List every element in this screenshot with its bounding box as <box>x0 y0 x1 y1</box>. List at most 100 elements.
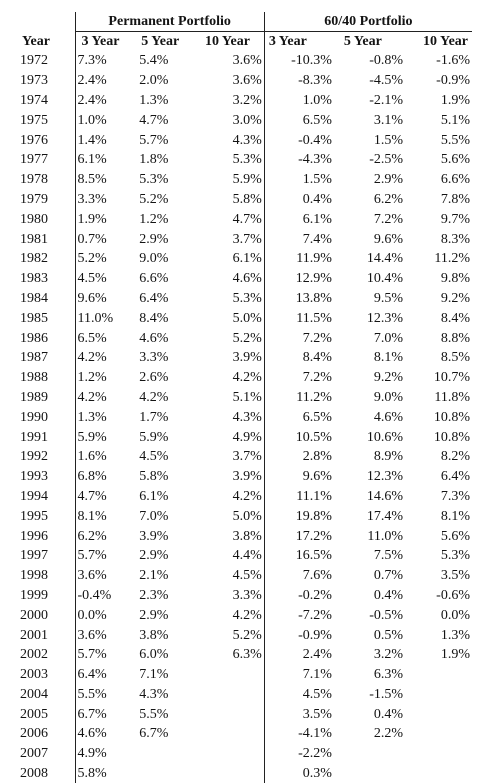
perm-10-year-value: 4.3% <box>232 132 262 148</box>
sixty-3-year-value: 11.9% <box>263 248 334 269</box>
perm-10-year-value: 4.3% <box>232 409 262 425</box>
perm-5-year-value: 4.5% <box>139 449 169 465</box>
sixty-3-year-value: -4.1% <box>263 724 334 744</box>
year: 1980 <box>20 211 48 227</box>
sixty-10-year-value: 5.6% <box>440 528 470 544</box>
table-row: 1980 1.9% 1.2% 4.7% 6.1% 7.2% 9.7% <box>18 209 472 230</box>
perm-5-year-value: 4.2% <box>139 389 169 405</box>
perm-10-year-value: 5.2% <box>232 330 262 346</box>
perm-5-year-value: 3.3% <box>139 350 169 366</box>
perm-5-year-value: 2.3% <box>139 587 169 603</box>
sixty-3-year-value: 11.1% <box>263 486 334 507</box>
sixty-5-year-value: 9.6% <box>373 231 404 247</box>
perm-3-year-value: 5.5% <box>74 684 138 705</box>
sixty-5-year-value: 8.9% <box>373 449 404 465</box>
sixty-3-year-value: 17.2% <box>263 526 334 546</box>
year: 2008 <box>20 766 48 782</box>
year-spacer <box>18 12 75 32</box>
sixty-10-year-value: 8.8% <box>440 330 470 346</box>
perm-3-year-value: 5.9% <box>74 427 138 447</box>
sixty-5-year-value: 4.6% <box>373 409 404 425</box>
table-row: 1984 9.6% 6.4% 5.3% 13.8% 9.5% 9.2% <box>18 288 472 309</box>
table-row: 1991 5.9% 5.9% 4.9% 10.5% 10.6% 10.8% <box>18 427 472 447</box>
sixty-3-year-value: 19.8% <box>263 506 334 527</box>
sixty-5-year-value: 10.6% <box>366 429 404 445</box>
perm-5-year-value: 1.7% <box>139 409 169 425</box>
sixty-10-year-value: 7.8% <box>440 191 470 207</box>
perm-3-year-value: 3.3% <box>74 189 138 210</box>
table-row: 1999 -0.4% 2.3% 3.3% -0.2% 0.4% -0.6% <box>18 585 472 606</box>
perm-10-year-value: 3.6% <box>232 53 262 69</box>
perm-10-year-value: 4.2% <box>232 488 262 504</box>
perm-5-year-value: 1.3% <box>139 92 169 108</box>
table-row: 1985 11.0% 8.4% 5.0% 11.5% 12.3% 8.4% <box>18 308 472 329</box>
sixty-10-year-value: 8.3% <box>440 231 470 247</box>
sixty-10-year-value: -0.6% <box>436 587 470 603</box>
year: 1973 <box>20 73 48 89</box>
sixty-10-year-value: 1.9% <box>440 647 470 663</box>
year: 1993 <box>20 469 48 485</box>
sixty-5-year-value: 10.4% <box>366 271 404 287</box>
sixty-10-year-value: -0.9% <box>436 73 470 89</box>
perm-3-year-value: 4.7% <box>74 486 138 507</box>
perm-5-year-value: 8.4% <box>139 310 169 326</box>
year: 1985 <box>20 310 48 326</box>
perm-10-year-value: 4.5% <box>232 568 262 584</box>
sixty-5-year-value: 7.2% <box>373 211 404 227</box>
year-column-header: Year <box>22 33 50 49</box>
sixty-3-year-value: -0.4% <box>263 130 334 150</box>
sixty-5-year-value: 11.0% <box>367 528 404 544</box>
sixty-5-year-value: 3.1% <box>373 112 404 128</box>
year: 2005 <box>20 706 48 722</box>
table-row: 1992 1.6% 4.5% 3.7% 2.8% 8.9% 8.2% <box>18 446 472 467</box>
year: 2001 <box>20 627 48 643</box>
sixty-10-year-value: 5.5% <box>440 132 470 148</box>
sixty-10-year-value: 1.3% <box>440 627 470 643</box>
perm-5-year-value: 5.9% <box>139 429 169 445</box>
perm-10-year-value: 5.8% <box>232 191 262 207</box>
perm-5-year-value: 2.9% <box>139 231 169 247</box>
sixty-5-year-header: 5 Year <box>343 34 382 49</box>
sixty-5-year-value: 9.0% <box>373 389 404 405</box>
sixty-10-year-value: 10.7% <box>433 370 470 386</box>
sixty-3-year-value: 9.6% <box>263 466 334 487</box>
table-row: 1994 4.7% 6.1% 4.2% 11.1% 14.6% 7.3% <box>18 486 472 507</box>
perm-3-year-value: 1.0% <box>74 110 138 131</box>
perm-10-year-value: 5.9% <box>232 172 262 188</box>
perm-10-year-value: 4.7% <box>232 211 262 227</box>
sixty-3-year-value: -10.3% <box>263 51 334 71</box>
year: 1978 <box>20 172 48 188</box>
year: 1996 <box>20 528 48 544</box>
perm-10-year-value: 3.9% <box>232 350 262 366</box>
returns-table-body: 1972 7.3% 5.4% 3.6% -10.3% -0.8% -1.6% 1973 2.4%… <box>18 51 472 783</box>
perm-3-year-value: 6.1% <box>74 149 138 170</box>
sixty-10-year-value: 6.4% <box>440 469 470 485</box>
sixty-3-year-value: 7.2% <box>263 328 334 348</box>
year: 2003 <box>20 667 48 683</box>
table-row: 1974 2.4% 1.3% 3.2% 1.0% -2.1% 1.9% <box>18 90 472 111</box>
sixty-forty-portfolio-header: 60/40 Portfolio <box>263 12 472 32</box>
sixty-10-year-header: 10 Year <box>423 34 468 49</box>
year: 1998 <box>20 568 48 584</box>
year: 2002 <box>20 647 48 663</box>
table-row: 1975 1.0% 4.7% 3.0% 6.5% 3.1% 5.1% <box>18 110 472 131</box>
permanent-portfolio-header: Permanent Portfolio <box>74 12 265 32</box>
perm-3-year-value: 0.0% <box>74 605 138 626</box>
sixty-10-year-value <box>405 704 472 724</box>
sixty-3-year-value: 7.4% <box>263 229 334 249</box>
sixty-3-year-value: -8.3% <box>263 70 334 91</box>
perm-5-year-value <box>137 744 199 764</box>
table-row: 1976 1.4% 5.7% 4.3% -0.4% 1.5% 5.5% <box>18 130 472 150</box>
sixty-5-year-value: -2.5% <box>369 152 404 168</box>
sixty-5-year-value: 3.2% <box>373 647 404 663</box>
sixty-5-year-value: 12.3% <box>366 310 404 326</box>
sixty-10-year-value: 1.9% <box>440 92 470 108</box>
returns-table: Permanent Portfolio 60/40 Portfolio Year… <box>18 12 472 783</box>
perm-3-year-value: 3.6% <box>74 565 138 586</box>
perm-10-year-value: 3.0% <box>232 112 262 128</box>
table-row: 1979 3.3% 5.2% 5.8% 0.4% 6.2% 7.8% <box>18 189 472 210</box>
table-row: 2001 3.6% 3.8% 5.2% -0.9% 0.5% 1.3% <box>18 625 472 645</box>
table-row: 1993 6.8% 5.8% 3.9% 9.6% 12.3% 6.4% <box>18 466 472 487</box>
perm-10-year-value: 3.8% <box>232 528 262 544</box>
perm-3-year-value: -0.4% <box>74 585 138 606</box>
